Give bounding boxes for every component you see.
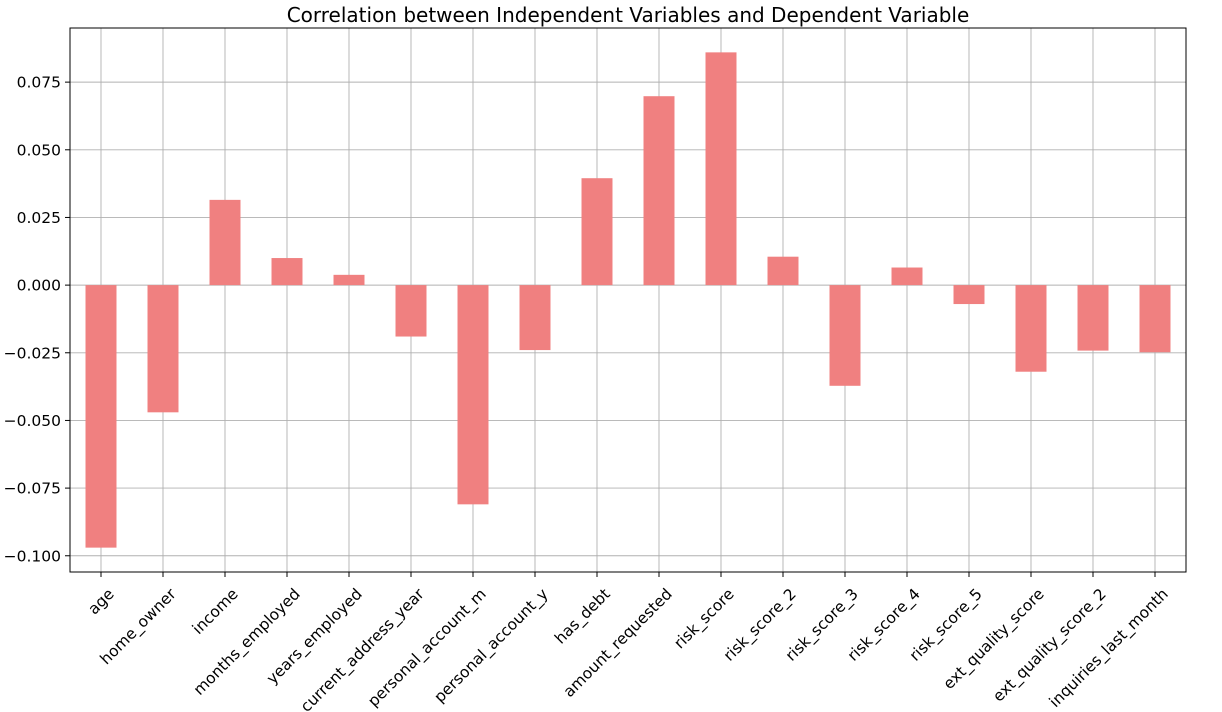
- y-tick-label: −0.100: [4, 547, 61, 565]
- bar-current-address-year: [395, 285, 427, 337]
- y-tick-label: −0.075: [4, 480, 61, 498]
- tick-layer: [65, 81, 1156, 577]
- bar-ext-quality-score: [1015, 285, 1047, 372]
- y-tick-label: −0.050: [4, 412, 61, 430]
- x-tick-label: ext_quality_score_2: [989, 585, 1110, 706]
- x-tick-label: personal_account_y: [431, 585, 553, 707]
- bar-age: [85, 285, 117, 548]
- bar-risk-score-2: [767, 256, 799, 286]
- bar-amount-requested: [643, 96, 675, 286]
- y-tick-label: −0.025: [4, 344, 61, 362]
- bar-risk-score-3: [829, 285, 861, 386]
- y-tick-label: 0.000: [17, 277, 61, 295]
- plot-area-frame: [69, 27, 1187, 573]
- x-tick-label: inquiries_last_month: [1046, 585, 1173, 712]
- bar-has-debt: [581, 178, 613, 286]
- x-tick-label: current_address_year: [297, 585, 429, 712]
- x-tick-label: personal_account_m: [364, 585, 490, 711]
- chart-title: Correlation between Independent Variable…: [287, 3, 970, 27]
- bar-home-owner: [147, 285, 179, 413]
- bar-risk-score: [705, 52, 737, 286]
- bar-ext-quality-score-2: [1077, 285, 1109, 351]
- y-tick-label: 0.025: [17, 209, 61, 227]
- bar-layer: [85, 52, 1171, 548]
- x-tick-label: income: [189, 585, 242, 638]
- y-tick-labels: −0.100 −0.075 −0.050 −0.025 0.000 0.025 0.050 0…: [4, 74, 61, 566]
- bar-risk-score-5: [953, 285, 985, 305]
- bar-inquiries-last-month: [1139, 285, 1171, 353]
- x-tick-label: age: [85, 585, 118, 618]
- y-tick-label: 0.050: [17, 141, 61, 159]
- bar-risk-score-4: [891, 267, 923, 286]
- x-tick-label: has_debt: [551, 585, 614, 648]
- y-tick-label: 0.075: [17, 74, 61, 92]
- bar-months-employed: [271, 258, 303, 286]
- bar-personal-account-y: [519, 285, 551, 351]
- bar-personal-account-m: [457, 285, 489, 505]
- x-tick-label: months_employed: [190, 585, 305, 700]
- bar-income: [209, 199, 241, 286]
- bar-years-employed: [333, 274, 365, 286]
- x-tick-label: amount_requested: [560, 585, 677, 702]
